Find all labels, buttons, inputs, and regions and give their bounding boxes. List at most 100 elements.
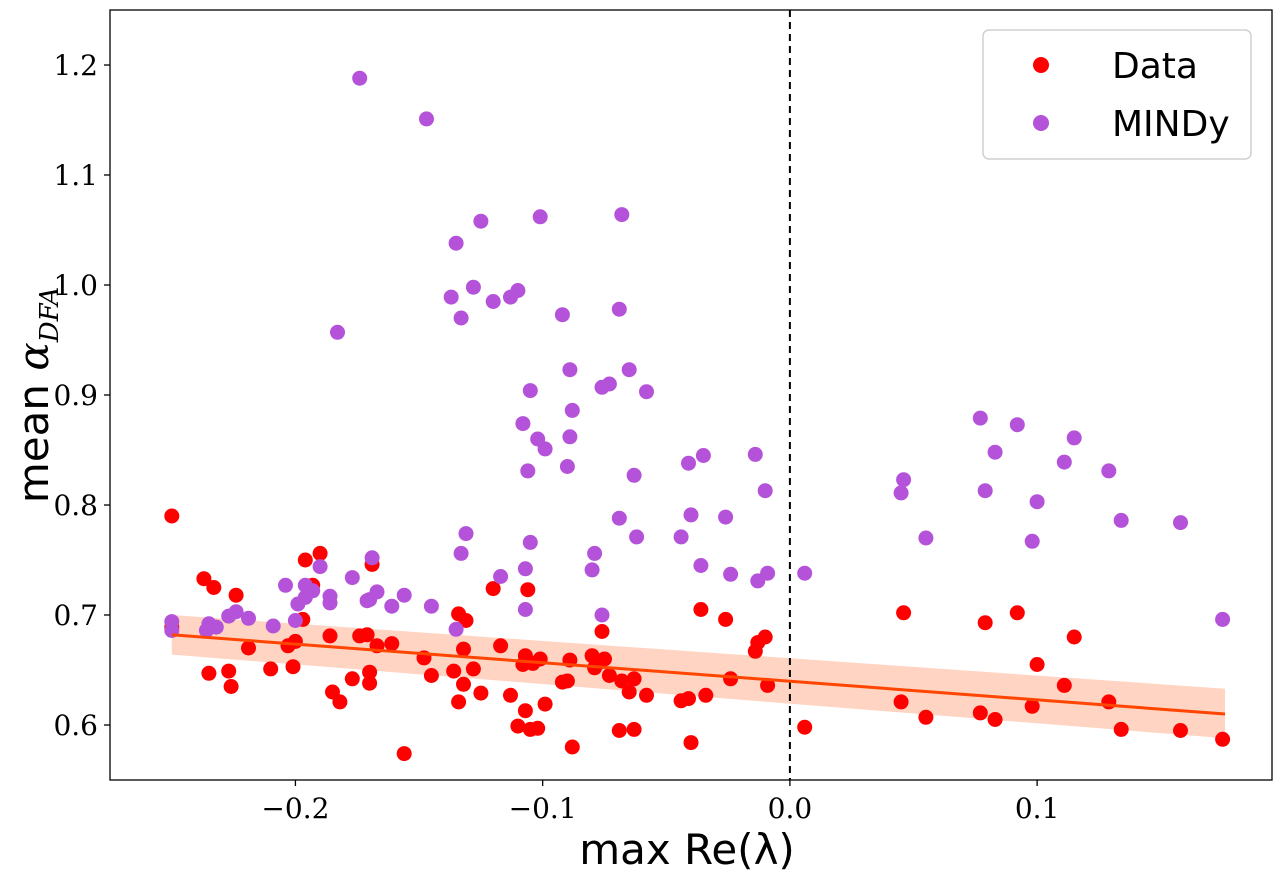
point-mindy-42 (517, 561, 533, 577)
point-data-64 (621, 684, 637, 700)
point-data-83 (972, 705, 988, 721)
point-mindy-64 (626, 467, 642, 483)
point-data-69 (681, 691, 696, 707)
point-mindy-60 (611, 510, 627, 526)
point-mindy-66 (639, 384, 654, 400)
point-mindy-49 (537, 441, 553, 457)
point-mindy-20 (352, 70, 368, 86)
legend-box (982, 29, 1252, 160)
point-mindy-91 (1113, 512, 1129, 528)
point-mindy-78 (797, 565, 813, 581)
point-data-9 (263, 661, 279, 677)
point-mindy-23 (364, 550, 380, 566)
point-mindy-51 (559, 459, 575, 474)
point-mindy-38 (493, 569, 509, 584)
y-tick-label-0: 0.6 (53, 709, 98, 742)
point-data-82 (918, 709, 934, 725)
point-data-30 (423, 668, 439, 683)
x-tick-label-2: 0.0 (768, 792, 813, 825)
point-mindy-46 (522, 534, 538, 550)
y-axis-label-subscript: DFA (35, 287, 65, 343)
point-mindy-35 (465, 279, 481, 295)
point-mindy-84 (987, 444, 1003, 460)
point-data-88 (1029, 657, 1045, 672)
point-data-84 (977, 615, 993, 631)
point-mindy-82 (972, 410, 988, 426)
point-mindy-90 (1101, 463, 1117, 479)
point-mindy-57 (594, 607, 610, 623)
point-mindy-83 (977, 483, 993, 499)
point-data-94 (1215, 731, 1231, 747)
point-data-71 (693, 602, 709, 617)
point-data-42 (510, 718, 526, 734)
point-data-6 (223, 679, 239, 694)
point-mindy-59 (601, 376, 617, 392)
point-mindy-53 (562, 429, 578, 445)
y-axis-label: mean αDFA (9, 287, 65, 503)
point-mindy-68 (681, 455, 696, 471)
y-tick-label-1: 0.7 (53, 599, 98, 632)
point-mindy-26 (396, 587, 412, 603)
point-mindy-50 (554, 307, 570, 323)
point-data-20 (344, 671, 360, 687)
point-data-44 (517, 703, 533, 719)
point-data-33 (451, 694, 467, 710)
point-data-55 (564, 739, 580, 755)
y-axis-label-symbol: α (9, 342, 58, 370)
point-mindy-69 (683, 507, 699, 523)
point-mindy-65 (629, 529, 645, 545)
point-data-23 (362, 664, 378, 680)
point-mindy-10 (287, 613, 303, 628)
point-data-93 (1173, 723, 1188, 738)
point-mindy-19 (344, 570, 360, 586)
point-data-14 (297, 552, 313, 568)
point-data-2 (196, 571, 212, 587)
point-mindy-31 (448, 235, 464, 251)
point-data-31 (446, 663, 462, 679)
point-data-77 (757, 629, 773, 645)
point-mindy-52 (562, 362, 578, 378)
point-data-41 (503, 687, 518, 703)
point-mindy-9 (278, 577, 293, 593)
point-mindy-6 (228, 604, 244, 620)
point-mindy-93 (1215, 611, 1231, 627)
point-data-11 (285, 659, 301, 675)
legend-label-mindy: MINDy (1112, 104, 1230, 145)
point-data-66 (626, 671, 642, 687)
y-tick-label-5: 1.1 (53, 159, 98, 192)
point-mindy-27 (419, 111, 434, 127)
point-data-80 (893, 694, 909, 710)
point-data-67 (639, 687, 654, 703)
point-data-60 (597, 651, 612, 667)
point-data-36 (458, 613, 474, 628)
point-data-35 (456, 676, 471, 692)
point-data-16 (312, 545, 328, 561)
point-mindy-92 (1173, 515, 1188, 531)
point-mindy-43 (517, 602, 533, 617)
y-tick-label-4: 1.0 (53, 269, 98, 302)
legend-marker-mindy (1033, 115, 1049, 131)
point-mindy-89 (1066, 430, 1082, 446)
point-data-22 (359, 627, 375, 643)
point-data-37 (465, 661, 481, 677)
point-mindy-70 (693, 558, 709, 573)
point-data-51 (537, 696, 553, 712)
point-data-49 (530, 720, 546, 736)
point-mindy-76 (757, 483, 773, 499)
point-mindy-41 (515, 416, 531, 432)
x-tick-label-3: 0.1 (1015, 792, 1060, 825)
point-mindy-56 (587, 545, 603, 561)
x-tick-label-1: −0.1 (509, 792, 577, 825)
point-mindy-72 (718, 509, 734, 525)
point-data-72 (698, 687, 714, 703)
point-mindy-62 (614, 207, 630, 223)
point-mindy-61 (611, 301, 627, 317)
point-data-5 (221, 663, 237, 679)
point-data-87 (1024, 698, 1040, 714)
point-mindy-55 (584, 562, 600, 578)
point-mindy-85 (1009, 417, 1025, 433)
point-data-4 (206, 580, 222, 595)
point-mindy-36 (473, 213, 489, 229)
point-data-92 (1113, 721, 1129, 737)
